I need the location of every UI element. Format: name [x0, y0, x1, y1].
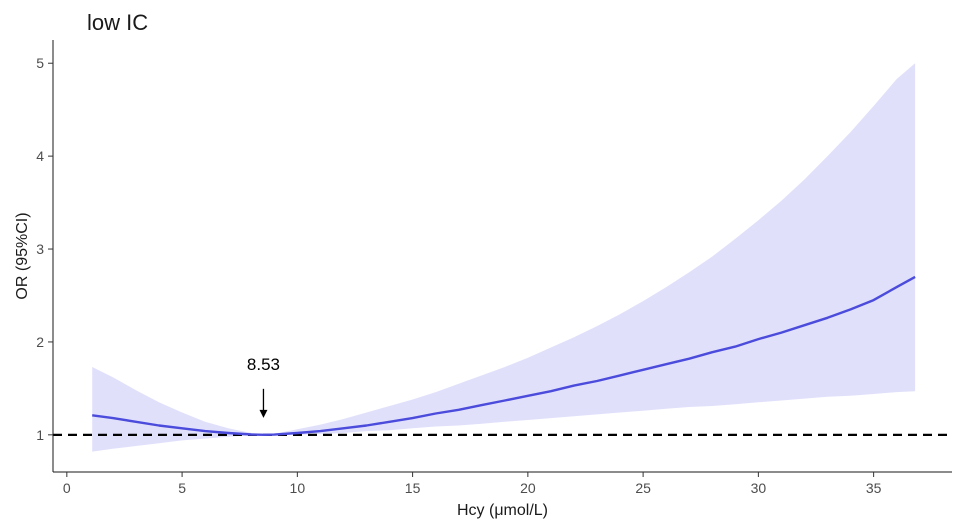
x-tick-label: 35	[866, 480, 882, 496]
series-line-0	[92, 275, 916, 436]
annotation: 8.53	[247, 355, 280, 418]
y-axis-title: OR (95%CI)	[14, 212, 31, 299]
x-tick-label: 20	[520, 480, 536, 496]
chart-title: low IC	[87, 10, 148, 35]
x-axis-title: Hcy (μmol/L)	[457, 502, 548, 519]
y-tick-label: 1	[36, 427, 44, 443]
x-tick-label: 30	[751, 480, 767, 496]
x-tick-label: 5	[178, 480, 186, 496]
x-tick-label: 0	[63, 480, 71, 496]
y-tick-label: 2	[36, 334, 44, 350]
x-tick-label: 25	[635, 480, 651, 496]
annotation-arrow-head	[259, 409, 268, 418]
confidence-band	[92, 63, 916, 452]
plot-area: 0 5 10 15 20 25 30 35 1 2 3 4 5 8.53	[36, 40, 952, 496]
x-tick-label: 10	[290, 480, 306, 496]
y-tick-label: 4	[36, 148, 44, 164]
y-tick-label: 3	[36, 241, 44, 257]
x-tick-label: 15	[405, 480, 421, 496]
y-tick-label: 5	[36, 55, 44, 71]
annotation-label: 8.53	[247, 355, 280, 374]
